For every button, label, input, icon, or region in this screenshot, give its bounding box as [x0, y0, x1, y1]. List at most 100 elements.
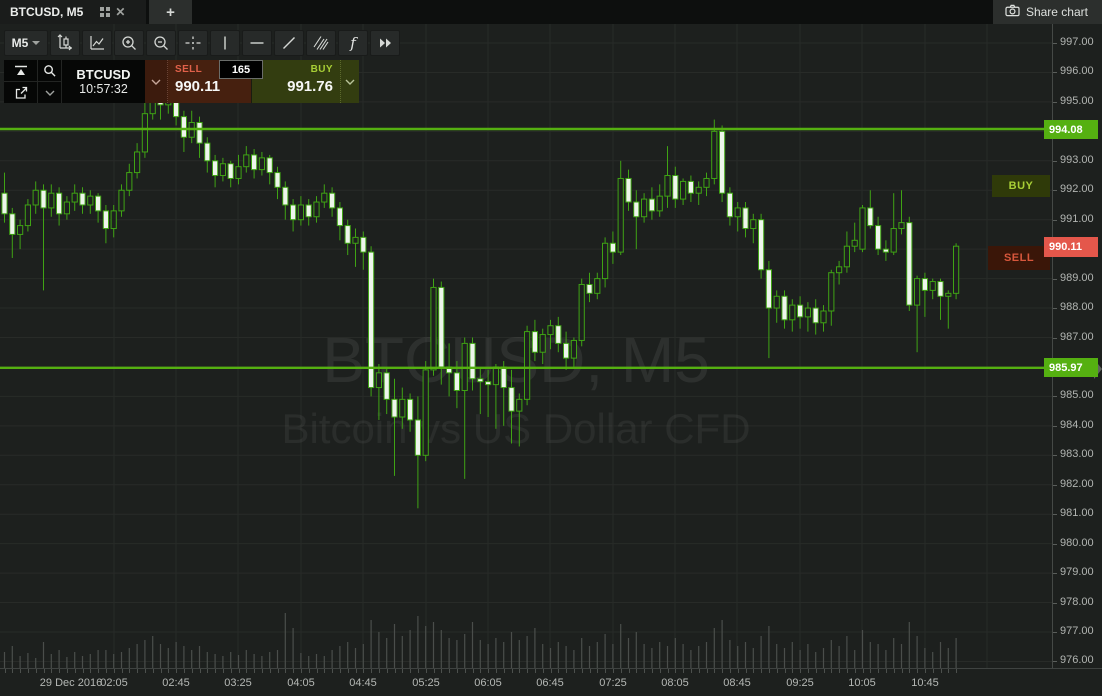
candle: [750, 213, 757, 244]
tab-bar: BTCUSD, M5 ✕ + Share chart: [0, 0, 1102, 24]
volume-bar: [440, 630, 442, 668]
indicators-button[interactable]: f: [338, 30, 368, 56]
price-tick: [1053, 308, 1057, 310]
new-tab-button[interactable]: +: [149, 0, 192, 24]
trend-line-tool-button[interactable]: [274, 30, 304, 56]
time-tick-label: 06:05: [474, 677, 502, 689]
share-chart-label: Share chart: [1025, 5, 1088, 19]
parallel-lines-tool-button[interactable]: [306, 30, 336, 56]
candle: [71, 184, 78, 211]
volume-bar: [854, 650, 856, 668]
chevron-down-icon[interactable]: [38, 81, 61, 103]
time-tick: [238, 669, 240, 673]
search-icon[interactable]: [38, 60, 61, 81]
volume-bar: [292, 628, 294, 668]
volume-bar: [167, 648, 169, 668]
close-tab-icon[interactable]: ✕: [115, 5, 126, 19]
line-chart-button[interactable]: [82, 30, 112, 56]
time-tick: [612, 669, 614, 673]
candlestick-chart-button[interactable]: [50, 30, 80, 56]
candle: [110, 204, 117, 238]
volume-bar: [3, 652, 6, 668]
candle: [87, 190, 94, 214]
time-tick: [784, 669, 786, 673]
price-tick-label: 987.00: [1060, 330, 1094, 343]
candle: [79, 187, 86, 214]
volume-bar: [464, 634, 466, 668]
candle: [804, 302, 811, 332]
candle: [742, 202, 749, 238]
tab-btcusd-m5[interactable]: BTCUSD, M5 ✕: [0, 0, 146, 24]
time-tick: [332, 669, 334, 673]
zoom-in-button[interactable]: [114, 30, 144, 56]
volume-bar: [588, 646, 591, 668]
zoom-out-button[interactable]: [146, 30, 176, 56]
layout-grid-icon[interactable]: [97, 4, 113, 20]
scroll-right-arrow-icon[interactable]: [1094, 359, 1102, 379]
candle: [945, 290, 952, 329]
time-tick: [441, 669, 443, 673]
vertical-line-tool-button[interactable]: [210, 30, 240, 56]
volume-bar: [81, 656, 84, 668]
chevron-down-icon: [32, 41, 41, 45]
volume-bar: [924, 648, 926, 668]
candle: [539, 328, 546, 365]
time-tick: [425, 669, 427, 673]
candle: [32, 181, 39, 214]
time-tick-label: 05:25: [412, 677, 440, 689]
price-tick-label: 976.00: [1060, 654, 1094, 667]
crosshair-button[interactable]: [178, 30, 208, 56]
support-resistance-lines: [0, 127, 1052, 370]
volume-bar: [11, 646, 13, 668]
sell-options-chevron[interactable]: [145, 60, 168, 103]
buy-button[interactable]: BUY 991.76: [251, 60, 340, 103]
price-tick: [1053, 573, 1057, 575]
horizontal-line-tool-button[interactable]: [242, 30, 272, 56]
candlestick-series: [1, 63, 960, 509]
price-tick: [1053, 396, 1057, 398]
share-chart-button[interactable]: Share chart: [992, 0, 1102, 24]
candle: [63, 196, 71, 220]
candle: [820, 305, 827, 332]
symbol-info[interactable]: BTCUSD 10:57:32: [62, 60, 145, 103]
time-tick: [581, 669, 583, 673]
volume-bar: [222, 656, 224, 668]
volume-bar: [245, 650, 247, 668]
candle: [617, 160, 624, 256]
buy-options-chevron[interactable]: [340, 60, 359, 103]
interval-label: M5: [11, 36, 29, 50]
external-link-icon[interactable]: [4, 81, 37, 103]
volume-series: [3, 613, 957, 668]
candle: [836, 260, 843, 285]
time-tick: [378, 669, 380, 673]
volume-bar: [604, 634, 606, 668]
price-tick-label: 996.00: [1060, 65, 1094, 78]
price-tick: [1053, 602, 1057, 604]
indicators-label: f: [350, 34, 356, 52]
candle: [212, 154, 219, 188]
candle: [882, 240, 889, 261]
time-tick: [519, 669, 521, 673]
price-tick-label: 983.00: [1060, 448, 1094, 461]
candle: [219, 157, 227, 182]
time-tick: [885, 669, 887, 673]
time-tick: [651, 669, 653, 673]
candle: [430, 278, 437, 376]
time-axis[interactable]: 29 Dec 2016 02:05 02:45 03:25 04:05 04:45 05:2…: [0, 668, 1102, 696]
time-tick: [472, 669, 474, 673]
candle: [188, 110, 195, 144]
time-tick: [495, 669, 497, 673]
interval-dropdown[interactable]: M5: [4, 30, 48, 56]
price-tick-label: 992.00: [1060, 183, 1094, 196]
collapse-panel-button[interactable]: [4, 60, 37, 81]
price-tick-label: 989.00: [1060, 271, 1094, 284]
volume-bar: [66, 657, 68, 668]
volume-bar: [183, 646, 185, 668]
time-tick: [230, 669, 232, 673]
camera-icon: [1005, 4, 1020, 20]
volume-bar: [510, 632, 513, 668]
more-tools-button[interactable]: [370, 30, 400, 56]
time-tick: [277, 669, 279, 673]
price-axis[interactable]: 997.00996.00995.00994.00993.00992.00991.…: [1052, 22, 1102, 668]
